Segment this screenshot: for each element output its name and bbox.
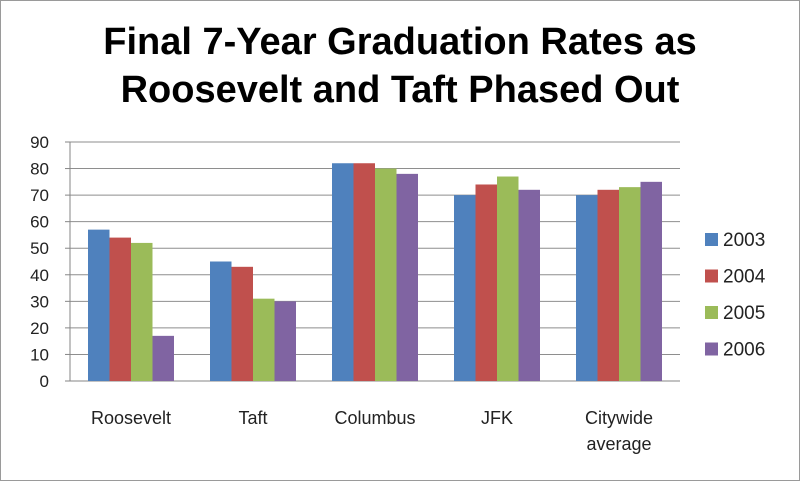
bar-jfk-2006	[518, 189, 540, 381]
bar-taft-2004	[231, 266, 253, 381]
y-tick-label-70: 70	[30, 186, 49, 205]
bar-roosevelt-2003	[88, 229, 110, 381]
bar-columbus-2005	[375, 168, 397, 381]
y-tick-label-60: 60	[30, 213, 49, 232]
bar-jfk-2003	[454, 195, 476, 381]
legend-swatch-2006	[705, 342, 718, 356]
legend-label-2005: 2005	[723, 303, 765, 324]
bar-roosevelt-2004	[109, 237, 131, 381]
bar-roosevelt-2006	[152, 335, 174, 381]
legend-label-2006: 2006	[723, 340, 765, 361]
bar-columbus-2006	[396, 173, 418, 381]
chart-title-line-1: Final 7-Year Graduation Rates as	[103, 21, 697, 63]
x-category-label-taft: Taft	[238, 408, 267, 428]
bar-citywide-average-2006	[640, 181, 662, 381]
legend-label-2003: 2003	[723, 230, 765, 251]
x-category-label-columbus: Columbus	[334, 408, 415, 428]
chart-title-line-2: Roosevelt and Taft Phased Out	[120, 69, 680, 111]
x-category-label-citywide-average-line-1: Citywide	[585, 408, 653, 428]
legend-swatch-2003	[705, 233, 718, 246]
y-tick-label-30: 30	[30, 292, 49, 311]
legend-swatch-2004	[705, 269, 718, 283]
legend-swatch-2005	[705, 306, 718, 319]
x-category-label-citywide-average-line-2: average	[586, 434, 651, 454]
bar-citywide-average-2004	[597, 189, 619, 381]
bar-columbus-2004	[353, 163, 375, 381]
bar-jfk-2005	[497, 176, 519, 381]
x-category-label-jfk: JFK	[481, 408, 513, 428]
bar-jfk-2004	[475, 184, 497, 381]
y-tick-label-90: 90	[30, 133, 49, 152]
y-tick-label-20: 20	[30, 319, 49, 338]
bar-roosevelt-2005	[131, 242, 153, 381]
chart-title: Final 7-Year Graduation Rates as Rooseve…	[0, 18, 800, 114]
x-category-label-roosevelt: Roosevelt	[91, 408, 171, 428]
legend-label-2004: 2004	[723, 267, 766, 288]
bar-citywide-average-2005	[619, 187, 641, 381]
y-tick-label-40: 40	[30, 266, 49, 285]
bar-taft-2003	[210, 261, 232, 381]
y-tick-label-10: 10	[30, 345, 49, 364]
bar-columbus-2003	[332, 163, 354, 381]
y-tick-label-80: 80	[30, 160, 49, 179]
y-tick-label-0: 0	[40, 372, 49, 391]
y-tick-label-50: 50	[30, 239, 49, 258]
bar-taft-2006	[274, 301, 296, 381]
bar-citywide-average-2003	[576, 195, 598, 381]
bar-taft-2005	[253, 298, 275, 381]
